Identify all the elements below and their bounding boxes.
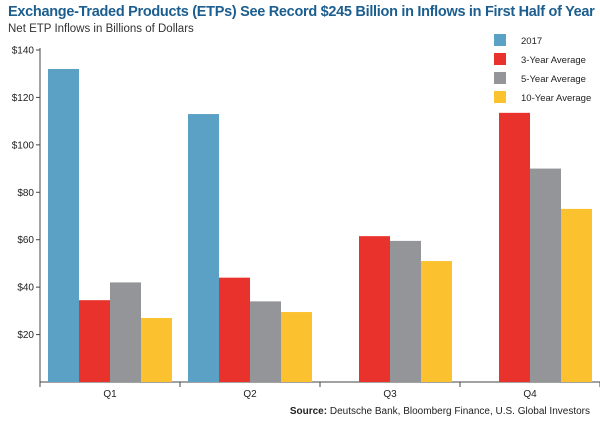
bar xyxy=(421,261,452,382)
bar xyxy=(188,114,219,383)
bar xyxy=(141,317,172,382)
legend-swatch xyxy=(494,72,506,84)
legend: 2017 3-Year Average 5-Year Average 10-Year … xyxy=(494,34,591,104)
legend-swatch xyxy=(494,53,506,65)
bar xyxy=(530,168,561,382)
bar xyxy=(281,312,312,382)
bar xyxy=(390,240,421,382)
x-tick-label: Q1 xyxy=(103,389,117,400)
bar xyxy=(359,236,390,382)
x-axis: Q1 Q2 Q3 Q4 xyxy=(39,381,600,400)
legend-label: 10-Year Average xyxy=(521,93,591,104)
bar xyxy=(250,301,281,382)
bar xyxy=(48,68,79,382)
legend-label: 3-Year Average xyxy=(521,55,586,66)
y-tick-label: $140 xyxy=(12,46,35,57)
source-label: Source: xyxy=(289,406,328,417)
legend-label: 5-Year Average xyxy=(521,74,586,85)
y-tick-label: $80 xyxy=(17,188,34,199)
legend-swatch xyxy=(494,34,506,46)
source-text: Deutsche Bank, Bloomberg Finance, U.S. G… xyxy=(329,406,590,417)
legend-swatch xyxy=(494,91,506,103)
bar xyxy=(79,300,110,382)
legend-label: 2017 xyxy=(521,36,542,47)
bars xyxy=(48,68,592,383)
y-tick-label: $20 xyxy=(17,330,34,341)
y-tick-label: $120 xyxy=(12,93,35,104)
x-tick-label: Q2 xyxy=(243,389,257,400)
bar xyxy=(219,277,250,382)
y-tick-label: $40 xyxy=(17,283,34,294)
x-tick-label: Q4 xyxy=(523,389,537,400)
x-tick-label: Q3 xyxy=(383,389,397,400)
bar xyxy=(561,208,592,382)
bar xyxy=(110,282,141,382)
bar xyxy=(499,112,530,382)
source-note: Source: Deutsche Bank, Bloomberg Finance… xyxy=(290,406,590,417)
y-axis: $20 $40 $60 $80 $100 $120 $140 xyxy=(12,46,41,382)
chart-title: Exchange-Traded Products (ETPs) See Reco… xyxy=(8,4,595,20)
y-tick-label: $60 xyxy=(17,235,34,246)
chart-subtitle: Net ETP Inflows in Billions of Dollars xyxy=(8,23,194,35)
y-tick-label: $100 xyxy=(12,140,35,151)
